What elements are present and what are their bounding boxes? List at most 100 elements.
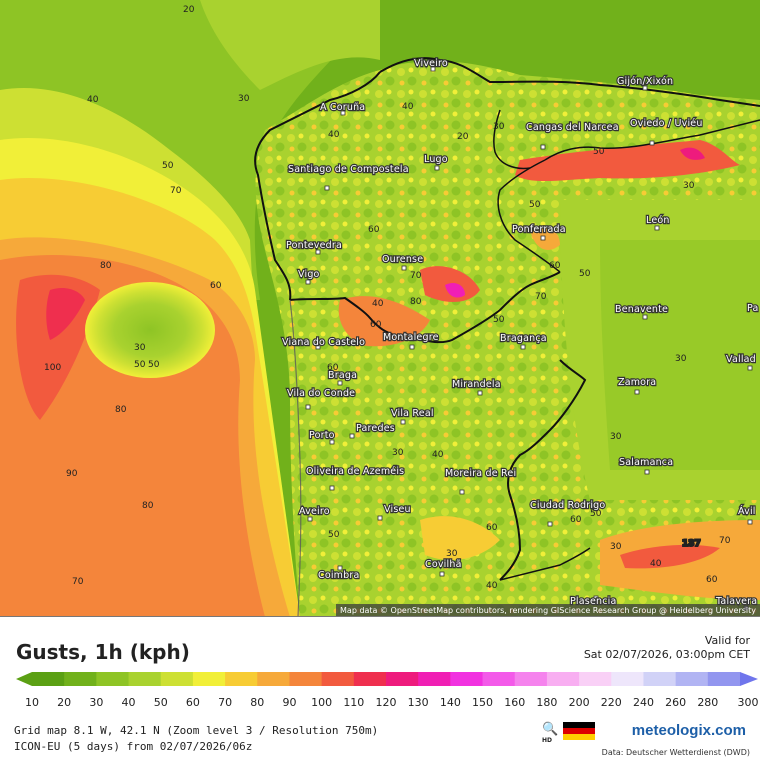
scale-swatch	[611, 672, 644, 686]
scale-swatch	[675, 672, 709, 686]
svg-text:Montalegre: Montalegre	[383, 332, 439, 343]
city-palencia-partial[interactable]: Pa	[746, 302, 760, 315]
svg-text:Moreira de Rei: Moreira de Rei	[445, 468, 516, 479]
svg-text:Vila do Conde: Vila do Conde	[287, 388, 355, 399]
city-avila-partial[interactable]: Ávil	[737, 504, 757, 525]
scale-swatch	[225, 672, 258, 686]
hotspot-montalegre	[338, 296, 430, 347]
valid-for: Valid for Sat 02/07/2026, 03:00pm CET	[584, 634, 750, 662]
scale-tick-label: 110	[343, 696, 365, 709]
border-asturias-galicia	[493, 109, 531, 170]
city-lugo[interactable]: Lugo	[423, 153, 449, 171]
svg-text:Santiago de Compostela: Santiago de Compostela	[288, 164, 409, 175]
border-galicia-castile	[497, 159, 561, 273]
city-braganca[interactable]: Bragança	[499, 332, 548, 350]
city-santiago[interactable]: Santiago de Compostela	[287, 163, 410, 191]
iso-label: 50	[134, 360, 146, 370]
city-a-coruna[interactable]: A Coruña	[319, 101, 366, 116]
scale-swatch	[482, 672, 516, 686]
city-braga[interactable]: Braga	[327, 369, 358, 386]
scale-tick-label: 130	[407, 696, 429, 709]
city-salamanca[interactable]: Salamanca	[618, 456, 674, 475]
scale-swatch	[32, 672, 65, 686]
city-moreira-de-rei[interactable]: Moreira de Rei	[444, 467, 517, 495]
svg-text:Oliveira de Azeméis: Oliveira de Azeméis	[306, 466, 404, 477]
scale-tick-label: 70	[218, 696, 233, 709]
iso-label: 30	[392, 448, 404, 458]
city-vigo[interactable]: Vigo	[297, 268, 321, 285]
city-leon[interactable]: León	[645, 214, 671, 231]
meteologix-logo[interactable]: meteologix.com	[631, 722, 746, 739]
scale-swatch	[579, 672, 612, 686]
hd-label[interactable]: HD	[542, 737, 553, 744]
scale-tick-label: 260	[665, 696, 687, 709]
scale-tick-label: 200	[568, 696, 590, 709]
iso-label: 70	[170, 186, 182, 196]
iso-label: 60	[706, 575, 718, 585]
city-vila-real[interactable]: Vila Real	[390, 407, 435, 425]
city-viveiro[interactable]: Viveiro	[413, 57, 449, 72]
sea-zone-100	[16, 274, 101, 420]
city-covilha[interactable]: Covilhã	[424, 558, 463, 577]
iso-label: 60	[368, 225, 380, 235]
iso-label: 90	[66, 469, 78, 479]
city-zamora[interactable]: Zamora	[617, 376, 657, 395]
city-valladolid-partial[interactable]: Vallad	[725, 353, 757, 371]
iso-label: 50	[148, 360, 160, 370]
city-pontevedra[interactable]: Pontevedra	[285, 239, 343, 255]
magnifier-icon[interactable]: 🔍	[542, 722, 559, 737]
svg-text:Ponferrada: Ponferrada	[512, 224, 566, 235]
iso-label: 40	[650, 559, 662, 569]
iso-label: 80	[115, 405, 127, 415]
iso-label: 50	[579, 269, 591, 279]
scale-swatch	[96, 672, 130, 686]
map-canvas: Viveiro A Coruña Gijón/Xixón Cangas del …	[0, 0, 760, 616]
city-ourense[interactable]: Ourense	[381, 253, 424, 271]
city-montalegre[interactable]: Montalegre	[382, 331, 440, 350]
iso-label: 20	[457, 132, 469, 142]
city-aveiro[interactable]: Aveiro	[298, 505, 331, 522]
iso-label: 40	[486, 581, 498, 591]
city-viseu[interactable]: Viseu	[377, 503, 412, 521]
city-benavente[interactable]: Benavente	[614, 303, 669, 320]
city-paredes[interactable]: Paredes	[349, 422, 396, 439]
scale-tick-label: 220	[600, 696, 622, 709]
city-coimbra[interactable]: Coimbra	[317, 565, 361, 582]
isoline-labels: 20 40 30 50 70 80 60 100 90 80 70 40 20 …	[44, 5, 731, 591]
scale-swatch	[514, 672, 548, 686]
scale-tick-label: 90	[282, 696, 297, 709]
svg-text:Salamanca: Salamanca	[619, 457, 673, 468]
city-viana-do-castelo[interactable]: Viana do Castelo	[281, 336, 366, 350]
city-ponferrada[interactable]: Ponferrada	[511, 223, 567, 241]
scale-swatch	[128, 672, 162, 686]
valid-for-label: Valid for	[704, 634, 750, 647]
iso-label: 50	[593, 147, 605, 157]
iso-label: 50	[493, 315, 505, 325]
iso-label: 60	[327, 363, 339, 373]
iso-label: 50	[162, 161, 174, 171]
scale-arrow-left	[16, 672, 32, 686]
coastline-north	[379, 57, 760, 107]
color-scale: 10 20 30 40 50 60 70 80 90 100 110 120 130 140 150 160 1…	[0, 668, 760, 709]
city-mirandela[interactable]: Mirandela	[451, 378, 502, 396]
scale-tick-label: 160	[504, 696, 526, 709]
svg-text:Braga: Braga	[328, 370, 357, 381]
scale-swatch	[321, 672, 355, 686]
iso-label: 70	[410, 271, 422, 281]
weather-map[interactable]: Viveiro A Coruña Gijón/Xixón Cangas del …	[0, 0, 760, 617]
city-oliveira-de-azemeis[interactable]: Oliveira de Azeméis	[305, 465, 405, 491]
svg-text:Vigo: Vigo	[298, 269, 320, 280]
city-vila-do-conde[interactable]: Vila do Conde	[286, 387, 356, 410]
city-gijon[interactable]: Gijón/Xixón	[616, 75, 674, 91]
hotspot-estrela	[420, 516, 500, 560]
chart-title: Gusts, 1h (kph)	[16, 640, 190, 664]
city-oviedo[interactable]: Oviedo / Uviéu	[629, 117, 704, 146]
iso-label: 30	[610, 432, 622, 442]
city-ciudad-rodrigo[interactable]: Ciudad Rodrigo	[529, 499, 606, 527]
city-porto[interactable]: Porto	[308, 429, 336, 445]
city-cangas-del-narcea[interactable]: Cangas del Narcea	[525, 121, 620, 150]
coastline-galicia	[254, 71, 381, 301]
color-scale-bar	[16, 672, 758, 686]
sea-zone-40	[200, 0, 380, 90]
scale-swatch	[192, 672, 226, 686]
